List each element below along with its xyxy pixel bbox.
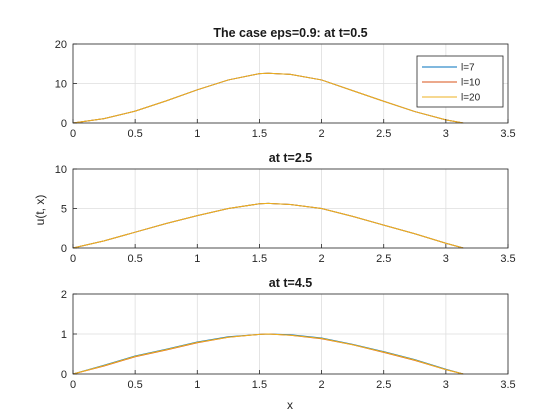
x-tick-label: 1.5 xyxy=(252,253,267,265)
x-tick-label: 0.5 xyxy=(127,379,142,391)
x-tick-label: 2.5 xyxy=(376,253,391,265)
y-tick-label: 0 xyxy=(61,369,67,381)
x-tick-label: 2 xyxy=(319,128,325,140)
subplot-title: The case eps=0.9: at t=0.5 xyxy=(213,26,367,40)
y-tick-label: 0 xyxy=(61,243,67,255)
series-line-l=20 xyxy=(72,202,464,249)
x-axis-label: x xyxy=(287,398,293,412)
subplot-1: 0 0.5 1 1.5 2 2.5 3 3.5 0 10 20 The case eps=0.9: a… xyxy=(55,26,516,140)
y-tick-label: 10 xyxy=(55,79,67,91)
x-tick-label: 2.5 xyxy=(376,379,391,391)
x-tick-label: 0 xyxy=(70,379,76,391)
y-tick-label: 0 xyxy=(61,118,67,130)
x-tick-label: 2 xyxy=(319,379,325,391)
x-tick-label: 3.5 xyxy=(500,128,515,140)
x-tick-label: 0 xyxy=(70,253,76,265)
x-tick-label: 1 xyxy=(194,128,200,140)
y-tick-label: 10 xyxy=(55,164,67,176)
legend-label: l=10 xyxy=(461,78,481,89)
subplot-2: 0 0.5 1 1.5 2 2.5 3 3.5 0 5 10 at t=2.5 xyxy=(55,151,516,265)
y-axis-label: u(t, x) xyxy=(33,195,47,226)
x-tick-label: 0.5 xyxy=(127,253,142,265)
series-line-l=20 xyxy=(72,72,464,124)
x-tick-label: 0.5 xyxy=(127,128,142,140)
x-tick-label: 1.5 xyxy=(252,128,267,140)
legend-label: l=7 xyxy=(461,63,475,74)
subplot-title: at t=4.5 xyxy=(269,276,312,290)
subplot-title: at t=2.5 xyxy=(269,151,312,165)
x-tick-label: 2.5 xyxy=(376,128,391,140)
x-tick-label: 3.5 xyxy=(500,379,515,391)
x-tick-label: 2 xyxy=(319,253,325,265)
x-tick-label: 3 xyxy=(443,253,449,265)
x-tick-label: 0 xyxy=(70,128,76,140)
legend-label: l=20 xyxy=(461,93,481,104)
x-tick-label: 3.5 xyxy=(500,253,515,265)
series-line-l=20 xyxy=(72,333,464,375)
x-tick-label: 3 xyxy=(443,379,449,391)
y-tick-label: 2 xyxy=(61,289,67,301)
x-tick-label: 3 xyxy=(443,128,449,140)
x-tick-label: 1 xyxy=(194,379,200,391)
subplot-3: 0 0.5 1 1.5 2 2.5 3 3.5 0 1 2 at t=4.5 xyxy=(61,276,516,391)
y-tick-label: 1 xyxy=(61,329,67,341)
y-tick-label: 5 xyxy=(61,204,67,216)
y-tick-label: 20 xyxy=(55,39,67,51)
x-tick-label: 1 xyxy=(194,253,200,265)
x-tick-label: 1.5 xyxy=(252,379,267,391)
legend: l=7 l=10 l=20 xyxy=(416,55,504,108)
